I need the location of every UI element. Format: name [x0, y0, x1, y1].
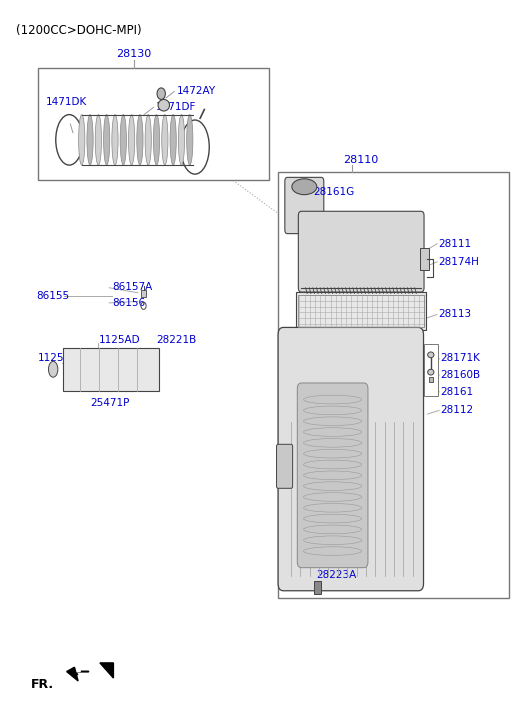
Text: 25471P: 25471P	[90, 398, 130, 408]
Text: 28111: 28111	[438, 238, 471, 249]
Text: 28223A: 28223A	[317, 570, 357, 580]
Bar	[314, 582, 321, 595]
Polygon shape	[100, 663, 113, 678]
Text: 1471DF: 1471DF	[156, 102, 196, 112]
FancyBboxPatch shape	[420, 248, 429, 270]
Ellipse shape	[48, 361, 58, 377]
Text: 1125AD: 1125AD	[38, 353, 79, 363]
Bar	[38, 68, 269, 180]
FancyBboxPatch shape	[278, 327, 424, 591]
Ellipse shape	[87, 115, 93, 165]
Ellipse shape	[129, 115, 135, 165]
Text: 86157A: 86157A	[112, 282, 152, 292]
Bar	[429, 377, 433, 382]
Ellipse shape	[178, 115, 185, 165]
Ellipse shape	[137, 115, 143, 165]
Polygon shape	[67, 667, 78, 681]
Bar	[424, 344, 438, 396]
Ellipse shape	[145, 115, 151, 165]
Ellipse shape	[428, 369, 434, 375]
Text: 28113: 28113	[438, 310, 471, 319]
Text: 28174H: 28174H	[438, 257, 479, 267]
Ellipse shape	[158, 100, 170, 111]
FancyBboxPatch shape	[297, 383, 368, 568]
Ellipse shape	[187, 115, 193, 165]
Ellipse shape	[112, 115, 118, 165]
Text: 28161G: 28161G	[313, 187, 355, 197]
Text: 1125AD: 1125AD	[99, 334, 141, 345]
Bar	[141, 290, 145, 297]
Text: 28161: 28161	[440, 387, 473, 397]
Text: 1472AY: 1472AY	[177, 86, 216, 96]
Ellipse shape	[162, 115, 168, 165]
FancyBboxPatch shape	[277, 444, 292, 489]
Text: 86155: 86155	[37, 291, 70, 301]
Text: 28171K: 28171K	[440, 353, 480, 364]
Ellipse shape	[157, 88, 165, 100]
FancyBboxPatch shape	[296, 292, 426, 329]
Text: 28110: 28110	[343, 155, 379, 165]
Text: 86156: 86156	[112, 298, 145, 308]
Ellipse shape	[428, 352, 434, 358]
Bar	[278, 172, 509, 598]
FancyBboxPatch shape	[285, 177, 324, 233]
Text: (1200CC>DOHC-MPI): (1200CC>DOHC-MPI)	[16, 25, 141, 37]
Text: 28112: 28112	[440, 406, 473, 415]
Ellipse shape	[153, 115, 160, 165]
Ellipse shape	[120, 115, 127, 165]
Polygon shape	[69, 664, 80, 691]
Text: 1471DK: 1471DK	[45, 97, 87, 108]
Ellipse shape	[170, 115, 176, 165]
Ellipse shape	[103, 115, 110, 165]
Text: 28130: 28130	[117, 49, 152, 59]
Ellipse shape	[79, 115, 85, 165]
FancyBboxPatch shape	[62, 348, 159, 391]
Text: FR.: FR.	[32, 678, 55, 691]
Ellipse shape	[95, 115, 101, 165]
Ellipse shape	[292, 179, 317, 195]
Text: 28221B: 28221B	[156, 334, 196, 345]
FancyBboxPatch shape	[298, 212, 424, 292]
Text: 28160B: 28160B	[440, 370, 480, 380]
